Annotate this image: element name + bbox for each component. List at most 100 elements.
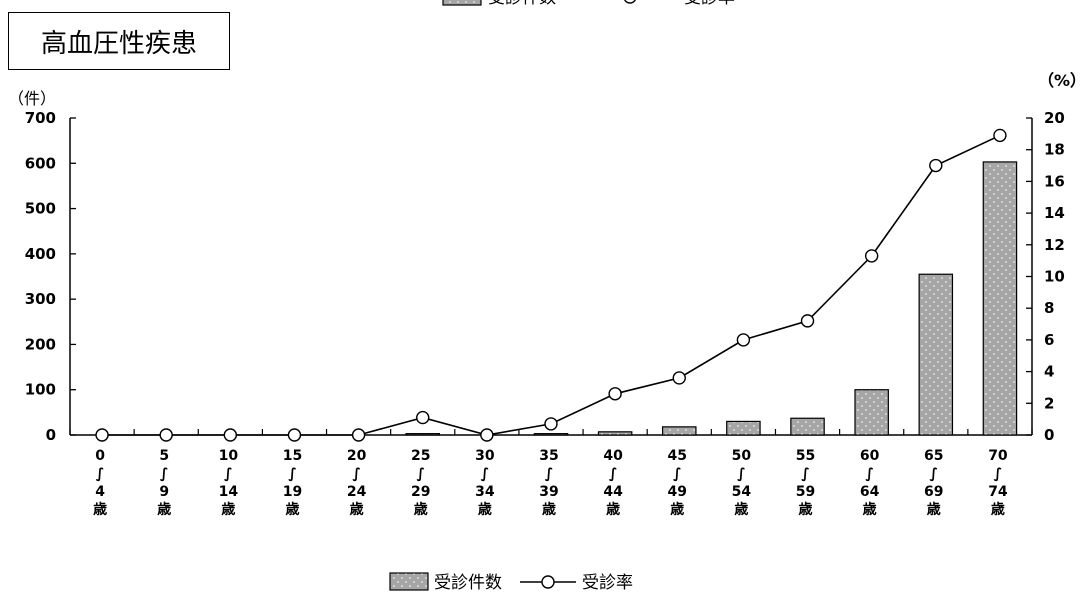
point-受診率 — [480, 428, 494, 442]
x-category-label-part: ∫ — [801, 466, 810, 482]
y-left-tick-label: 500 — [25, 200, 56, 218]
point-受診率 — [736, 333, 751, 347]
x-category-label-part: 19 — [283, 484, 302, 500]
bar-受診件数 — [726, 420, 761, 436]
y-right-tick-label: 10 — [1044, 268, 1065, 286]
x-category-label-part: 歳 — [478, 501, 492, 518]
y-left-unit-label: （件） — [8, 89, 56, 108]
x-category-label: 10 ∫ 14歳 — [219, 448, 239, 518]
x-category-label-part: ∫ — [737, 466, 746, 482]
x-category-label-part: 50 — [732, 448, 752, 464]
x-category-label-part: ∫ — [481, 466, 490, 482]
y-right-tick-label: 2 — [1044, 394, 1054, 412]
x-category-label-part: 25 — [411, 448, 430, 464]
x-category-label: 45 ∫ 49歳 — [668, 448, 687, 518]
x-category-label: 0 ∫ 4歳 — [93, 448, 107, 518]
x-category-label-part: 39 — [539, 484, 558, 500]
bar-受診件数 — [533, 433, 569, 436]
bar-受診件数 — [661, 426, 697, 436]
y-right-unit-label: （%） — [1038, 71, 1086, 90]
x-category-label: 25 ∫ 29歳 — [411, 448, 430, 518]
x-category-label-part: ∫ — [96, 466, 105, 482]
legend-top-label-bar: 受診件数 — [488, 0, 556, 8]
x-category-label-part: 歳 — [799, 501, 813, 518]
x-category-label: 15 ∫ 19歳 — [283, 448, 302, 518]
x-category-label-part: 44 — [603, 484, 623, 500]
x-category-label: 65 ∫ 69歳 — [924, 448, 943, 518]
x-category-label-part: ∫ — [288, 466, 297, 482]
x-category-label: 35 ∫ 39歳 — [539, 448, 558, 518]
bar-受診件数 — [918, 273, 954, 436]
y-right-tick-label: 4 — [1044, 363, 1054, 381]
legend-label-line: 受診率 — [582, 573, 633, 593]
point-受診率 — [544, 417, 558, 431]
point-受診率 — [864, 249, 879, 263]
x-category-label-part: 54 — [732, 484, 752, 500]
bar-受診件数 — [982, 161, 1018, 436]
x-category-label-part: 歳 — [991, 501, 1005, 518]
x-category-label-part: ∫ — [352, 466, 361, 482]
y-right-tick-label: 8 — [1044, 299, 1054, 317]
y-right-tick-label: 6 — [1044, 331, 1054, 349]
y-right-tick-label: 14 — [1044, 204, 1065, 222]
x-category-label-part: 24 — [347, 484, 367, 500]
chart-title-box: 高血圧性疾患 — [8, 12, 230, 70]
x-category-label-part: 55 — [796, 448, 815, 464]
x-category-label-part: ∫ — [160, 466, 169, 482]
point-受診率 — [287, 428, 302, 442]
x-category-label-part: 64 — [860, 484, 880, 500]
y-right-tick-label: 18 — [1044, 141, 1065, 159]
x-category-label-part: 歳 — [670, 501, 684, 518]
bar-受診件数 — [854, 389, 889, 436]
point-受診率 — [800, 314, 815, 328]
x-category-label-part: 5 — [159, 448, 169, 464]
x-category-label-part: 歳 — [157, 501, 171, 518]
x-category-label-part: 歳 — [350, 501, 364, 518]
x-category-label-part: 0 — [95, 448, 105, 464]
y-left-tick-label: 700 — [25, 109, 56, 127]
y-left-tick-label: 400 — [25, 245, 56, 263]
x-category-label-part: 歳 — [542, 501, 556, 518]
x-category-label-part: 70 — [988, 448, 1008, 464]
bar-受診件数 — [597, 431, 633, 436]
x-category-label-part: 歳 — [285, 501, 299, 518]
x-category-label: 40 ∫ 44歳 — [603, 448, 623, 518]
y-left-tick-label: 0 — [46, 426, 56, 444]
x-category-label-part: ∫ — [545, 466, 554, 482]
y-left-tick-label: 200 — [25, 335, 56, 353]
legend-marker-swatch — [541, 575, 555, 589]
bar-受診件数 — [405, 433, 441, 436]
x-category-label-part: ∫ — [930, 466, 939, 482]
x-category-label-part: 40 — [603, 448, 623, 464]
x-category-label: 55 ∫ 59歳 — [796, 448, 815, 518]
x-category-label-part: ∫ — [416, 466, 425, 482]
legend-bar-swatch — [389, 572, 429, 591]
bar-受診件数 — [790, 417, 825, 436]
x-category-label-part: 29 — [411, 484, 430, 500]
x-category-label-part: ∫ — [609, 466, 618, 482]
y-left-tick-label: 100 — [25, 381, 56, 399]
x-category-label-part: 歳 — [93, 501, 107, 518]
x-category-label-part: 30 — [475, 448, 495, 464]
x-category-label-part: 74 — [988, 484, 1008, 500]
point-受診率 — [993, 128, 1007, 143]
x-category-label-part: ∫ — [224, 466, 233, 482]
x-category-label-part: 15 — [283, 448, 302, 464]
y-right-tick-label: 20 — [1044, 109, 1065, 127]
x-category-label: 20 ∫ 24歳 — [347, 448, 367, 518]
x-category-label-part: ∫ — [673, 466, 682, 482]
x-category-label-part: 14 — [219, 484, 239, 500]
y-right-tick-label: 16 — [1044, 172, 1065, 190]
x-category-label-part: ∫ — [994, 466, 1003, 482]
x-category-label-part: 20 — [347, 448, 367, 464]
point-受診率 — [416, 410, 430, 425]
chart-title: 高血圧性疾患 — [40, 28, 197, 59]
x-category-label: 30 ∫ 34歳 — [475, 448, 495, 518]
x-category-label-part: 9 — [159, 484, 169, 500]
x-category-label-part: 歳 — [927, 501, 941, 518]
x-category-label: 50 ∫ 54歳 — [732, 448, 752, 518]
y-left-tick-label: 300 — [25, 290, 56, 308]
legend-top-marker-swatch — [624, 0, 636, 4]
x-category-label: 5 ∫ 9歳 — [157, 448, 171, 518]
